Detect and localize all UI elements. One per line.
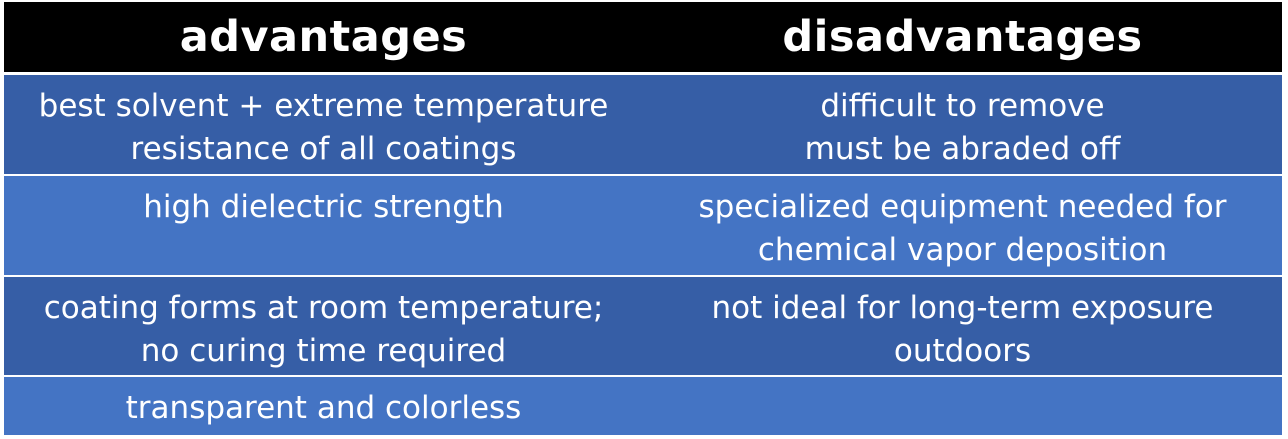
advantage-cell: coating forms at room temperature; no cu… [4,276,643,378]
disadvantage-cell: not ideal for long-term exposure outdoor… [643,276,1282,378]
disadvantage-cell: difficult to remove must be abraded off [643,75,1282,176]
table-row: transparent and colorless [4,377,1282,435]
table-row: best solvent + extreme temperature resis… [4,75,1282,176]
advantage-cell: high dielectric strength [4,175,643,277]
table-row: high dielectric strength specialized equ… [4,175,1282,277]
disadvantage-cell: specialized equipment needed for chemica… [643,175,1282,277]
disadvantages-header: disadvantages [643,2,1282,75]
advantage-cell: best solvent + extreme temperature resis… [4,75,643,176]
advantage-cell: transparent and colorless [4,377,643,435]
disadvantage-cell [643,377,1282,435]
header-row: advantages disadvantages [4,2,1282,75]
table-row: coating forms at room temperature; no cu… [4,276,1282,378]
advantages-header: advantages [4,2,643,75]
comparison-table: advantages disadvantages best solvent + … [4,2,1282,435]
